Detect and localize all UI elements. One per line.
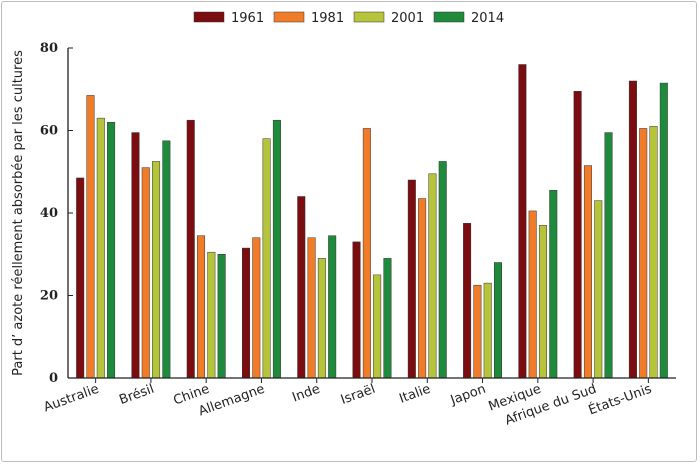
bar-1981-0 [86,95,95,379]
bar-1961-6 [407,179,416,379]
legend-label: 2001 [391,11,424,26]
bar-2001-3 [262,138,271,379]
bar-1961-8 [518,64,527,379]
bar-1981-2 [197,235,206,379]
legend-label: 1961 [231,11,264,26]
bar-2014-9 [604,132,613,379]
bar-2001-1 [152,161,161,379]
bar-2001-0 [96,117,105,379]
bar-1981-9 [583,165,592,379]
y-tick-label: 60 [40,124,58,139]
bar-1981-10 [639,128,648,379]
legend-label: 2014 [471,11,504,26]
bar-1981-8 [528,210,537,379]
bar-1961-10 [628,80,637,379]
bar-2001-8 [538,225,547,379]
bar-2001-10 [649,126,658,379]
bar-1981-5 [362,128,371,379]
bar-2001-6 [428,173,437,379]
bar-1961-0 [76,177,85,379]
bar-1981-4 [307,237,316,379]
bar-2001-4 [317,258,326,379]
bar-1981-3 [252,237,261,379]
bars [76,64,668,379]
bar-2014-5 [383,258,392,379]
bar-2001-2 [207,251,216,379]
axes [67,47,676,383]
legend-label: 1981 [311,11,344,26]
bar-2014-3 [272,119,281,379]
x-tick-label: Brésil [117,382,156,408]
y-tick-label: 80 [40,41,58,56]
legend-swatch [433,11,465,23]
bar-2014-6 [438,161,447,379]
bar-1961-2 [186,119,195,379]
legend: 1961 1981 2001 2014 [193,11,504,26]
bar-2014-7 [493,262,502,379]
y-tick-label: 20 [40,289,58,304]
bar-1981-6 [418,198,427,379]
bar-1961-7 [463,223,472,379]
bar-1961-9 [573,91,582,379]
bar-2014-10 [659,82,668,379]
x-tick-label: Australie [42,382,101,416]
bar-2001-5 [373,274,382,379]
bar-2001-9 [594,200,603,379]
y-tick-label: 0 [49,371,58,386]
bar-2001-7 [483,282,492,379]
y-tick-label: 40 [40,206,58,221]
bar-2014-8 [549,190,558,379]
y-axis-label: Part d’ azote réellement absorbée par le… [11,50,26,376]
x-tick-label: Japon [448,382,488,409]
bar-2014-4 [328,235,337,379]
bar-1961-4 [297,196,306,379]
bar-1961-1 [131,132,140,379]
legend-swatch [273,11,305,23]
x-tick-label: Israël [339,382,378,408]
bar-1961-5 [352,241,361,379]
bar-2014-2 [217,254,226,379]
x-tick-label: Italie [397,382,432,407]
bar-1981-1 [141,167,150,379]
legend-swatch [193,11,225,23]
x-tick-label: États-Unis [586,381,654,419]
bar-2014-1 [162,140,171,379]
x-tick-label: Inde [290,382,322,406]
bar-1981-7 [473,284,482,379]
bar-1961-3 [242,247,251,379]
legend-swatch [353,11,385,23]
bar-2014-0 [107,122,116,379]
